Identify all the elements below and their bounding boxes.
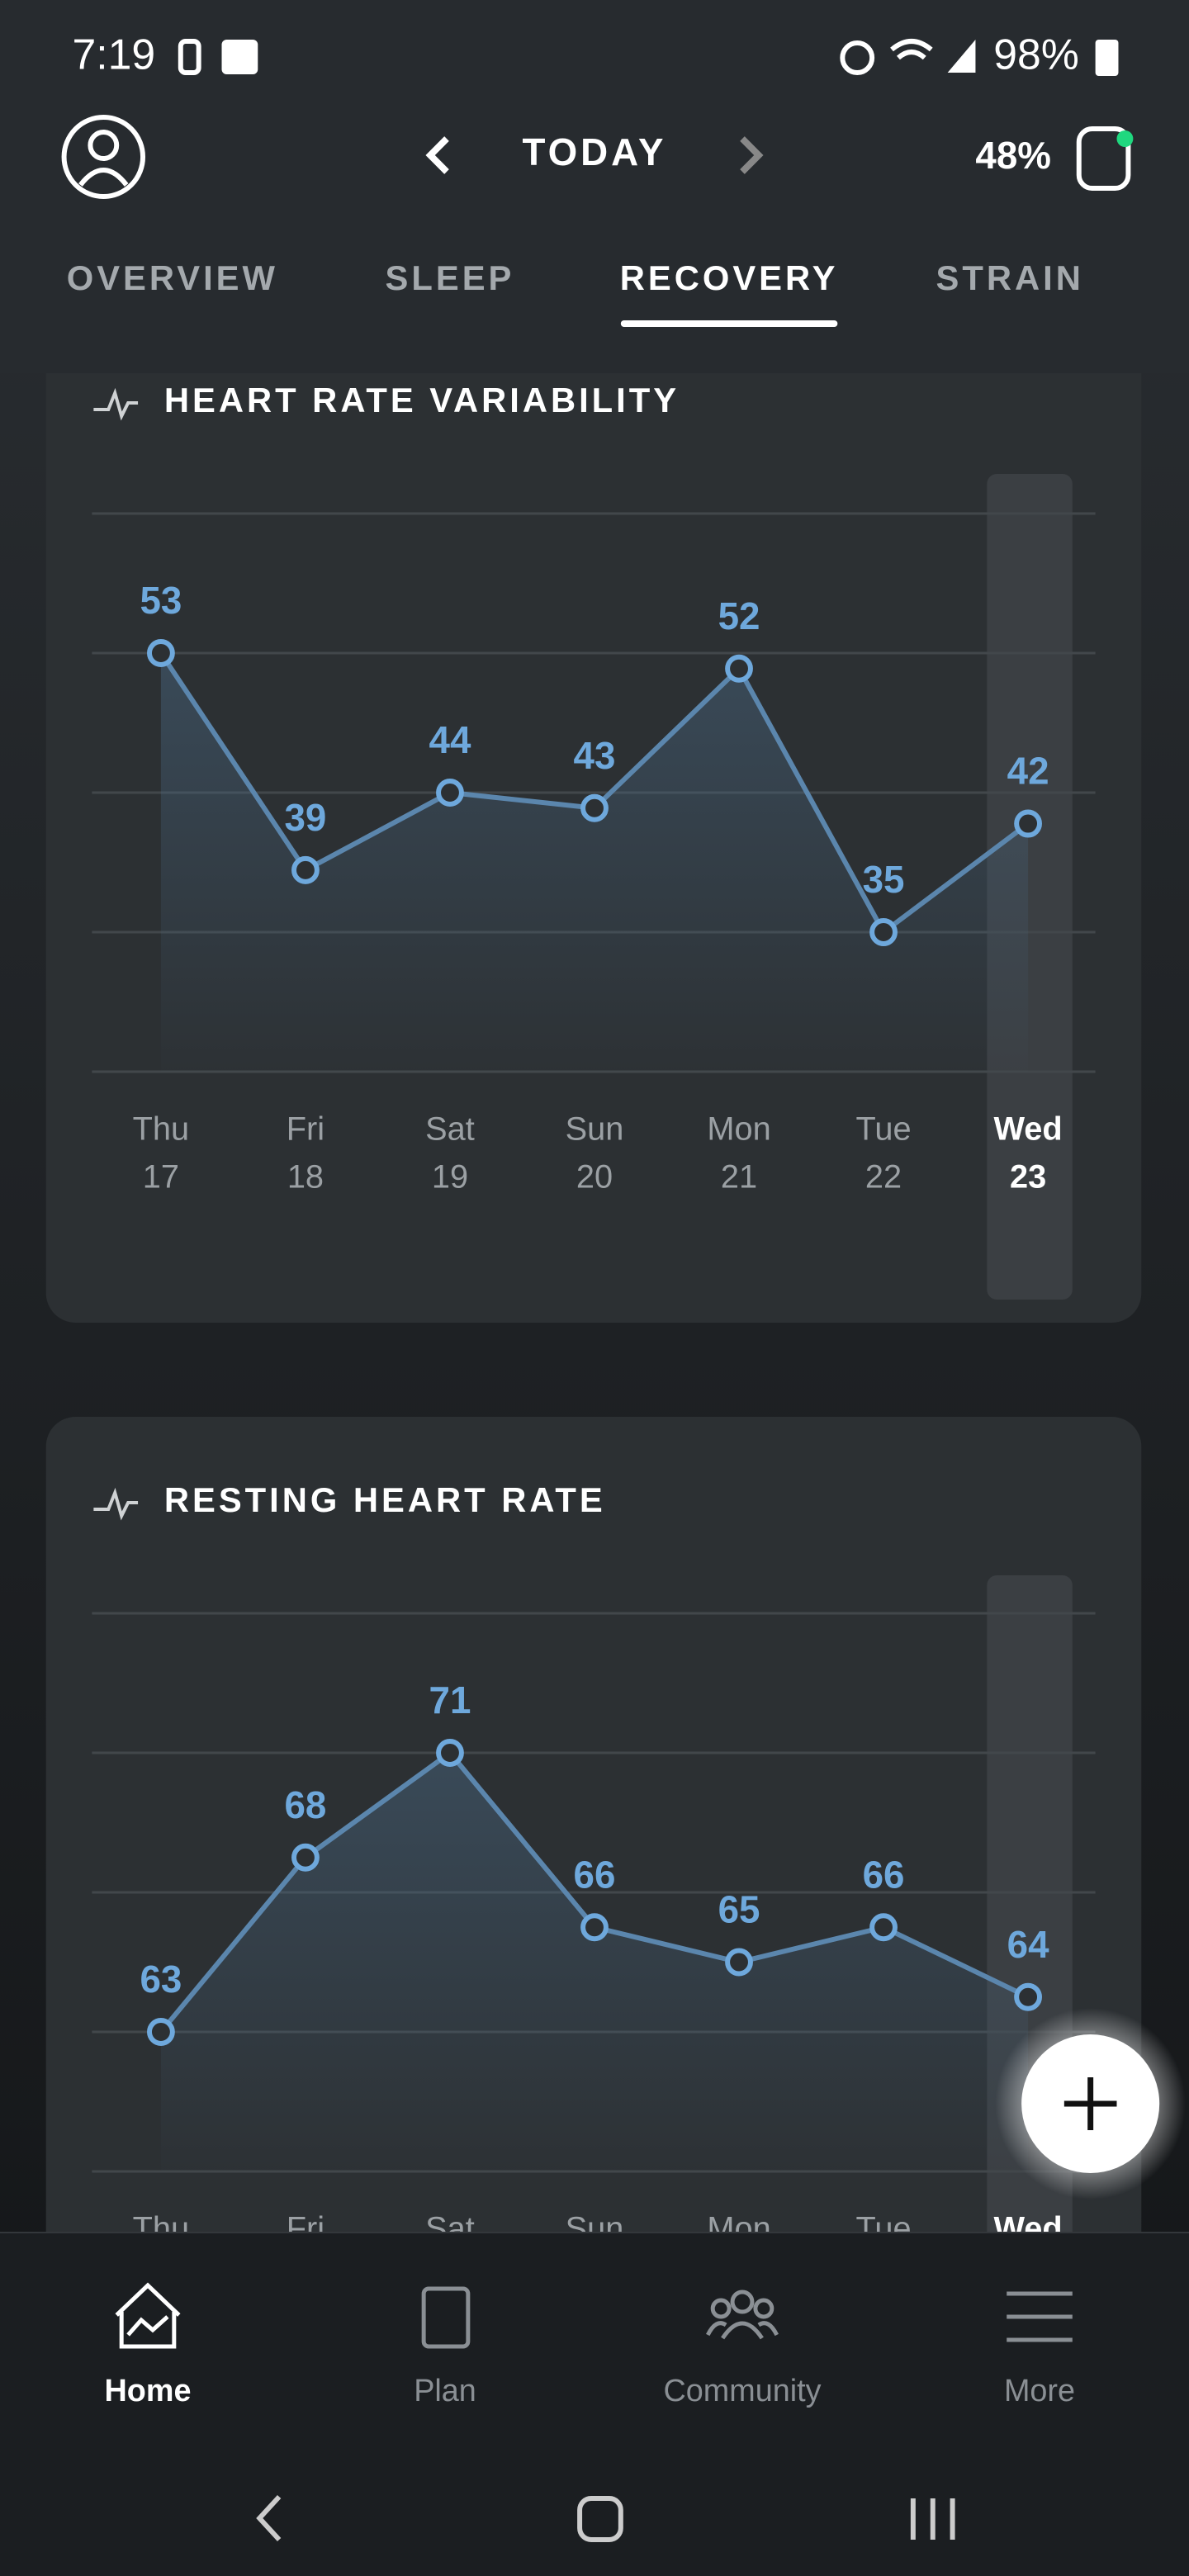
x-tick-label: Wed: [993, 1110, 1062, 1147]
value-label: 66: [574, 1853, 616, 1896]
x-tick-day: 19: [432, 1158, 468, 1195]
x-tick-day: 22: [865, 1158, 902, 1195]
x-tick-label: Wed: [993, 2210, 1062, 2247]
content: HEART RATE VARIABILITY 53 39 44 43 52 35 42 Thu 1…: [45, 373, 1142, 2247]
tab[interactable]: OVERVIEW: [67, 258, 278, 297]
prev-day[interactable]: [425, 136, 449, 174]
card-icon: [93, 1487, 139, 1521]
x-tick-label: Tue: [856, 1110, 912, 1147]
tab[interactable]: RECOVERY: [620, 258, 839, 297]
value-label: 63: [140, 1958, 182, 2001]
nav-bg: [0, 2233, 1189, 2576]
nav-label[interactable]: Community: [664, 2374, 822, 2408]
card-title: RESTING HEART RATE: [164, 1480, 606, 1519]
nav-items: Home Plan Community More: [105, 2374, 1076, 2408]
value-label: 39: [285, 796, 327, 839]
value-label: 68: [285, 1783, 327, 1826]
point: [580, 793, 609, 822]
home-icon: [115, 2282, 181, 2349]
tab[interactable]: SLEEP: [386, 258, 515, 297]
point: [436, 779, 464, 807]
strap-icon[interactable]: [1076, 126, 1131, 191]
community-icon: [706, 2290, 779, 2340]
nav-label[interactable]: Home: [105, 2374, 192, 2408]
value-label: 71: [429, 1679, 471, 1721]
point: [580, 1913, 609, 1942]
alarm-icon: [840, 40, 875, 75]
value-label: 35: [863, 858, 905, 901]
profile-body: [78, 168, 129, 187]
x-tick-day: 21: [721, 1158, 757, 1195]
x-tick-label: Sun: [566, 2210, 624, 2247]
value-label: 65: [718, 1888, 760, 1931]
status-icon: [178, 39, 201, 75]
x-tick-label: Mon: [707, 1110, 770, 1147]
point: [436, 1739, 464, 1767]
point: [725, 1948, 753, 1977]
point: [869, 1913, 898, 1942]
point: [291, 1843, 320, 1872]
header-title: TODAY: [523, 130, 667, 173]
tab[interactable]: STRAIN: [936, 258, 1084, 297]
x-tick-label: Sat: [425, 2210, 475, 2247]
highlight-column: [987, 474, 1073, 1300]
value-label: 42: [1007, 750, 1049, 793]
x-tick-label: Fri: [287, 2210, 324, 2247]
sys-back[interactable]: [256, 2494, 282, 2542]
x-tick-day: 17: [143, 1158, 179, 1195]
x-tick-day: 20: [576, 1158, 613, 1195]
more-icon: [1007, 2291, 1073, 2342]
strap-dot: [1116, 130, 1134, 147]
battery-text: 98%: [993, 31, 1078, 78]
value-label: 64: [1007, 1923, 1049, 1966]
x-tick-label: Mon: [707, 2210, 770, 2247]
tabs: OVERVIEW SLEEP RECOVERY STRAIN: [67, 258, 1084, 297]
nav-label[interactable]: More: [1004, 2374, 1075, 2408]
signal-icon: [947, 40, 976, 73]
x-tick-label: Sun: [566, 1110, 624, 1147]
value-label: 53: [140, 579, 182, 622]
profile-button[interactable]: [61, 115, 146, 199]
add-icon: [1063, 2077, 1117, 2130]
x-tick-day: 18: [287, 1158, 324, 1195]
x-tick-day: 23: [1010, 1158, 1046, 1195]
profile-head: [88, 130, 120, 161]
wifi-icon: [890, 39, 933, 60]
value-label: 43: [574, 734, 616, 777]
x-tick-label: Fri: [287, 1110, 324, 1147]
x-tick-label: Thu: [133, 1110, 190, 1147]
point: [1014, 1982, 1042, 2011]
gallery-icon: [221, 40, 258, 74]
value-label: 44: [429, 718, 471, 761]
point: [147, 2018, 175, 2046]
sys-recents[interactable]: [910, 2498, 955, 2540]
x-tick-label: Sat: [425, 1110, 475, 1147]
x-tick-label: Thu: [133, 2210, 190, 2247]
point: [1014, 809, 1042, 838]
time: 7:19: [73, 31, 156, 78]
point: [291, 855, 320, 884]
strap-battery: 48%: [975, 134, 1051, 177]
card-icon: [93, 387, 139, 421]
next-day[interactable]: [740, 136, 764, 174]
plan-icon: [421, 2286, 471, 2349]
x-tick-label: Tue: [856, 2210, 912, 2247]
bottom-nav: Home Plan Community More: [0, 2232, 1189, 2576]
value-label: 66: [863, 1853, 905, 1896]
header: 7:19 98% TODAY 48% OVERVIEW SLEEP RECOVERY…: [0, 0, 1189, 373]
point: [147, 639, 175, 667]
sys-home[interactable]: [577, 2496, 623, 2542]
battery-icon: [1095, 40, 1119, 76]
area: [160, 653, 1029, 1072]
card-title: HEART RATE VARIABILITY: [164, 381, 680, 419]
tab-underline: [620, 320, 838, 327]
nav-label[interactable]: Plan: [414, 2374, 476, 2408]
point: [725, 654, 753, 683]
area: [160, 1753, 1029, 2171]
point: [869, 918, 898, 946]
value-label: 52: [718, 594, 760, 637]
